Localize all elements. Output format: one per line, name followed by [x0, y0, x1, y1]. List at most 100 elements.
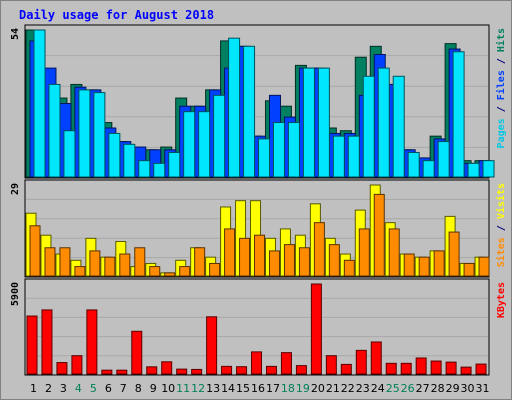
x-tick-label: 17	[266, 382, 280, 395]
bar-hits-pages-day-13	[213, 94, 226, 178]
x-tick-label: 28	[431, 382, 445, 395]
bar-visits-sites-day-5	[89, 250, 101, 277]
bar-hits-pages-day-30	[467, 162, 480, 178]
bar-hits-pages-day-3	[63, 130, 76, 178]
bar-visits-sites-day-27	[418, 256, 430, 277]
bar-kbytes-kbytes-day-20	[310, 283, 322, 375]
x-tick-label: 22	[341, 382, 355, 395]
bar-visits-sites-day-8	[134, 247, 146, 277]
bar-visits-sites-day-20	[313, 222, 325, 277]
bar-kbytes-kbytes-day-31	[475, 363, 487, 375]
bar-kbytes-kbytes-day-9	[146, 366, 158, 375]
x-tick-label: 1	[30, 382, 37, 395]
bar-kbytes-kbytes-day-3	[56, 362, 68, 375]
chart-title: Daily usage for August 2018	[19, 8, 214, 22]
bar-kbytes-kbytes-day-4	[71, 355, 83, 375]
bar-hits-pages-day-11	[183, 111, 196, 178]
axis-title-part: /	[496, 219, 507, 237]
x-tick-label: 13	[206, 382, 220, 395]
bar-hits-pages-day-20	[317, 67, 330, 178]
bar-visits-sites-day-12	[194, 247, 206, 277]
bar-kbytes-kbytes-day-18	[280, 352, 292, 375]
x-tick-label: 11	[176, 382, 190, 395]
x-tick-label: 16	[251, 382, 265, 395]
x-tick-label: 31	[476, 382, 490, 395]
axis-title-kbytes: KBytes	[496, 282, 507, 318]
x-tick-label: 21	[326, 382, 340, 395]
x-tick-label: 5	[90, 382, 97, 395]
bar-hits-pages-day-4	[78, 89, 91, 178]
bar-visits-sites-day-16	[254, 234, 266, 277]
bar-kbytes-kbytes-day-23	[355, 349, 367, 375]
bar-hits-pages-day-26	[407, 152, 420, 178]
bar-hits-pages-day-21	[332, 135, 345, 178]
axis-title-part: Visits	[495, 183, 507, 219]
bar-visits-sites-day-24	[373, 193, 385, 277]
bar-visits-sites-day-7	[119, 253, 131, 277]
panels-group: 54 Pages / Files / Hits 29 Sites / Visits 59…	[10, 24, 507, 376]
bar-hits-pages-day-18	[287, 122, 300, 178]
axis-title-part: Files	[495, 70, 507, 100]
bar-kbytes-kbytes-day-14	[221, 365, 233, 375]
x-tick-label: 24	[371, 382, 385, 395]
axis-title-hits: Pages / Files / Hits	[495, 28, 507, 148]
bar-kbytes-kbytes-day-8	[131, 330, 143, 375]
x-tick-label: 14	[221, 382, 235, 395]
bar-kbytes-kbytes-day-15	[236, 366, 248, 375]
x-tick-label: 12	[191, 382, 205, 395]
bar-visits-sites-day-3	[59, 247, 71, 277]
bar-visits-sites-day-26	[403, 253, 415, 277]
x-tick-label: 18	[281, 382, 295, 395]
bar-visits-sites-day-30	[463, 262, 475, 277]
bar-hits-pages-day-2	[48, 83, 61, 178]
x-tick-label: 19	[296, 382, 310, 395]
bar-kbytes-kbytes-day-16	[251, 351, 263, 375]
bar-kbytes-kbytes-day-29	[445, 361, 457, 375]
bar-kbytes-kbytes-day-12	[191, 368, 203, 375]
axis-title-part: Sites	[495, 237, 507, 267]
y-max-label-kbytes: 5900	[10, 282, 21, 306]
bar-visits-sites-day-29	[448, 231, 460, 277]
x-tick-label: 29	[446, 382, 460, 395]
bar-hits-pages-day-5	[93, 92, 106, 178]
bar-kbytes-kbytes-day-6	[101, 369, 113, 375]
bar-hits-pages-day-10	[168, 152, 181, 178]
bar-hits-pages-day-16	[258, 138, 271, 178]
bar-hits-pages-day-22	[347, 135, 360, 178]
bar-hits-pages-day-1	[33, 29, 46, 178]
bar-hits-pages-day-24	[377, 67, 390, 178]
x-axis-labels: 1 2 3 4 5 6 7 8 9 10 11 12 13 14 15 16 17 18 19 20 21 22 23 24 2…	[30, 382, 490, 395]
panel-hits: 54 Pages / Files / Hits	[10, 24, 507, 179]
y-max-label-hits: 54	[10, 28, 21, 40]
axis-title-part: /	[496, 100, 507, 118]
y-max-label-visits: 29	[10, 183, 21, 195]
bar-kbytes-kbytes-day-24	[370, 341, 382, 375]
bar-visits-sites-day-10	[164, 272, 176, 277]
x-tick-label: 10	[161, 382, 175, 395]
x-tick-label: 8	[135, 382, 142, 395]
bar-kbytes-kbytes-day-27	[415, 357, 427, 375]
bar-hits-pages-day-27	[422, 160, 435, 178]
bar-hits-pages-day-12	[198, 111, 211, 178]
bar-hits-pages-day-23	[362, 75, 375, 178]
bar-kbytes-kbytes-day-7	[116, 369, 128, 375]
panel-visits: 29 Sites / Visits	[10, 179, 507, 278]
bar-visits-sites-day-14	[224, 228, 236, 277]
bar-kbytes-kbytes-day-26	[400, 362, 412, 375]
x-tick-label: 25	[386, 382, 400, 395]
bar-hits-pages-day-29	[452, 51, 465, 178]
bar-hits-pages-day-19	[302, 67, 315, 178]
bar-visits-sites-day-31	[478, 256, 490, 277]
bar-visits-sites-day-11	[179, 266, 191, 277]
axis-title-part: Pages	[496, 118, 507, 148]
axis-title-part: KBytes	[496, 282, 507, 318]
bar-hits-pages-day-28	[437, 141, 450, 178]
axis-title-visits: Sites / Visits	[495, 183, 507, 267]
bar-visits-sites-day-2	[44, 247, 56, 277]
bar-visits-sites-day-19	[298, 247, 310, 277]
bar-hits-pages-day-7	[123, 143, 136, 178]
x-tick-label: 26	[401, 382, 415, 395]
bar-kbytes-kbytes-day-5	[86, 309, 98, 375]
